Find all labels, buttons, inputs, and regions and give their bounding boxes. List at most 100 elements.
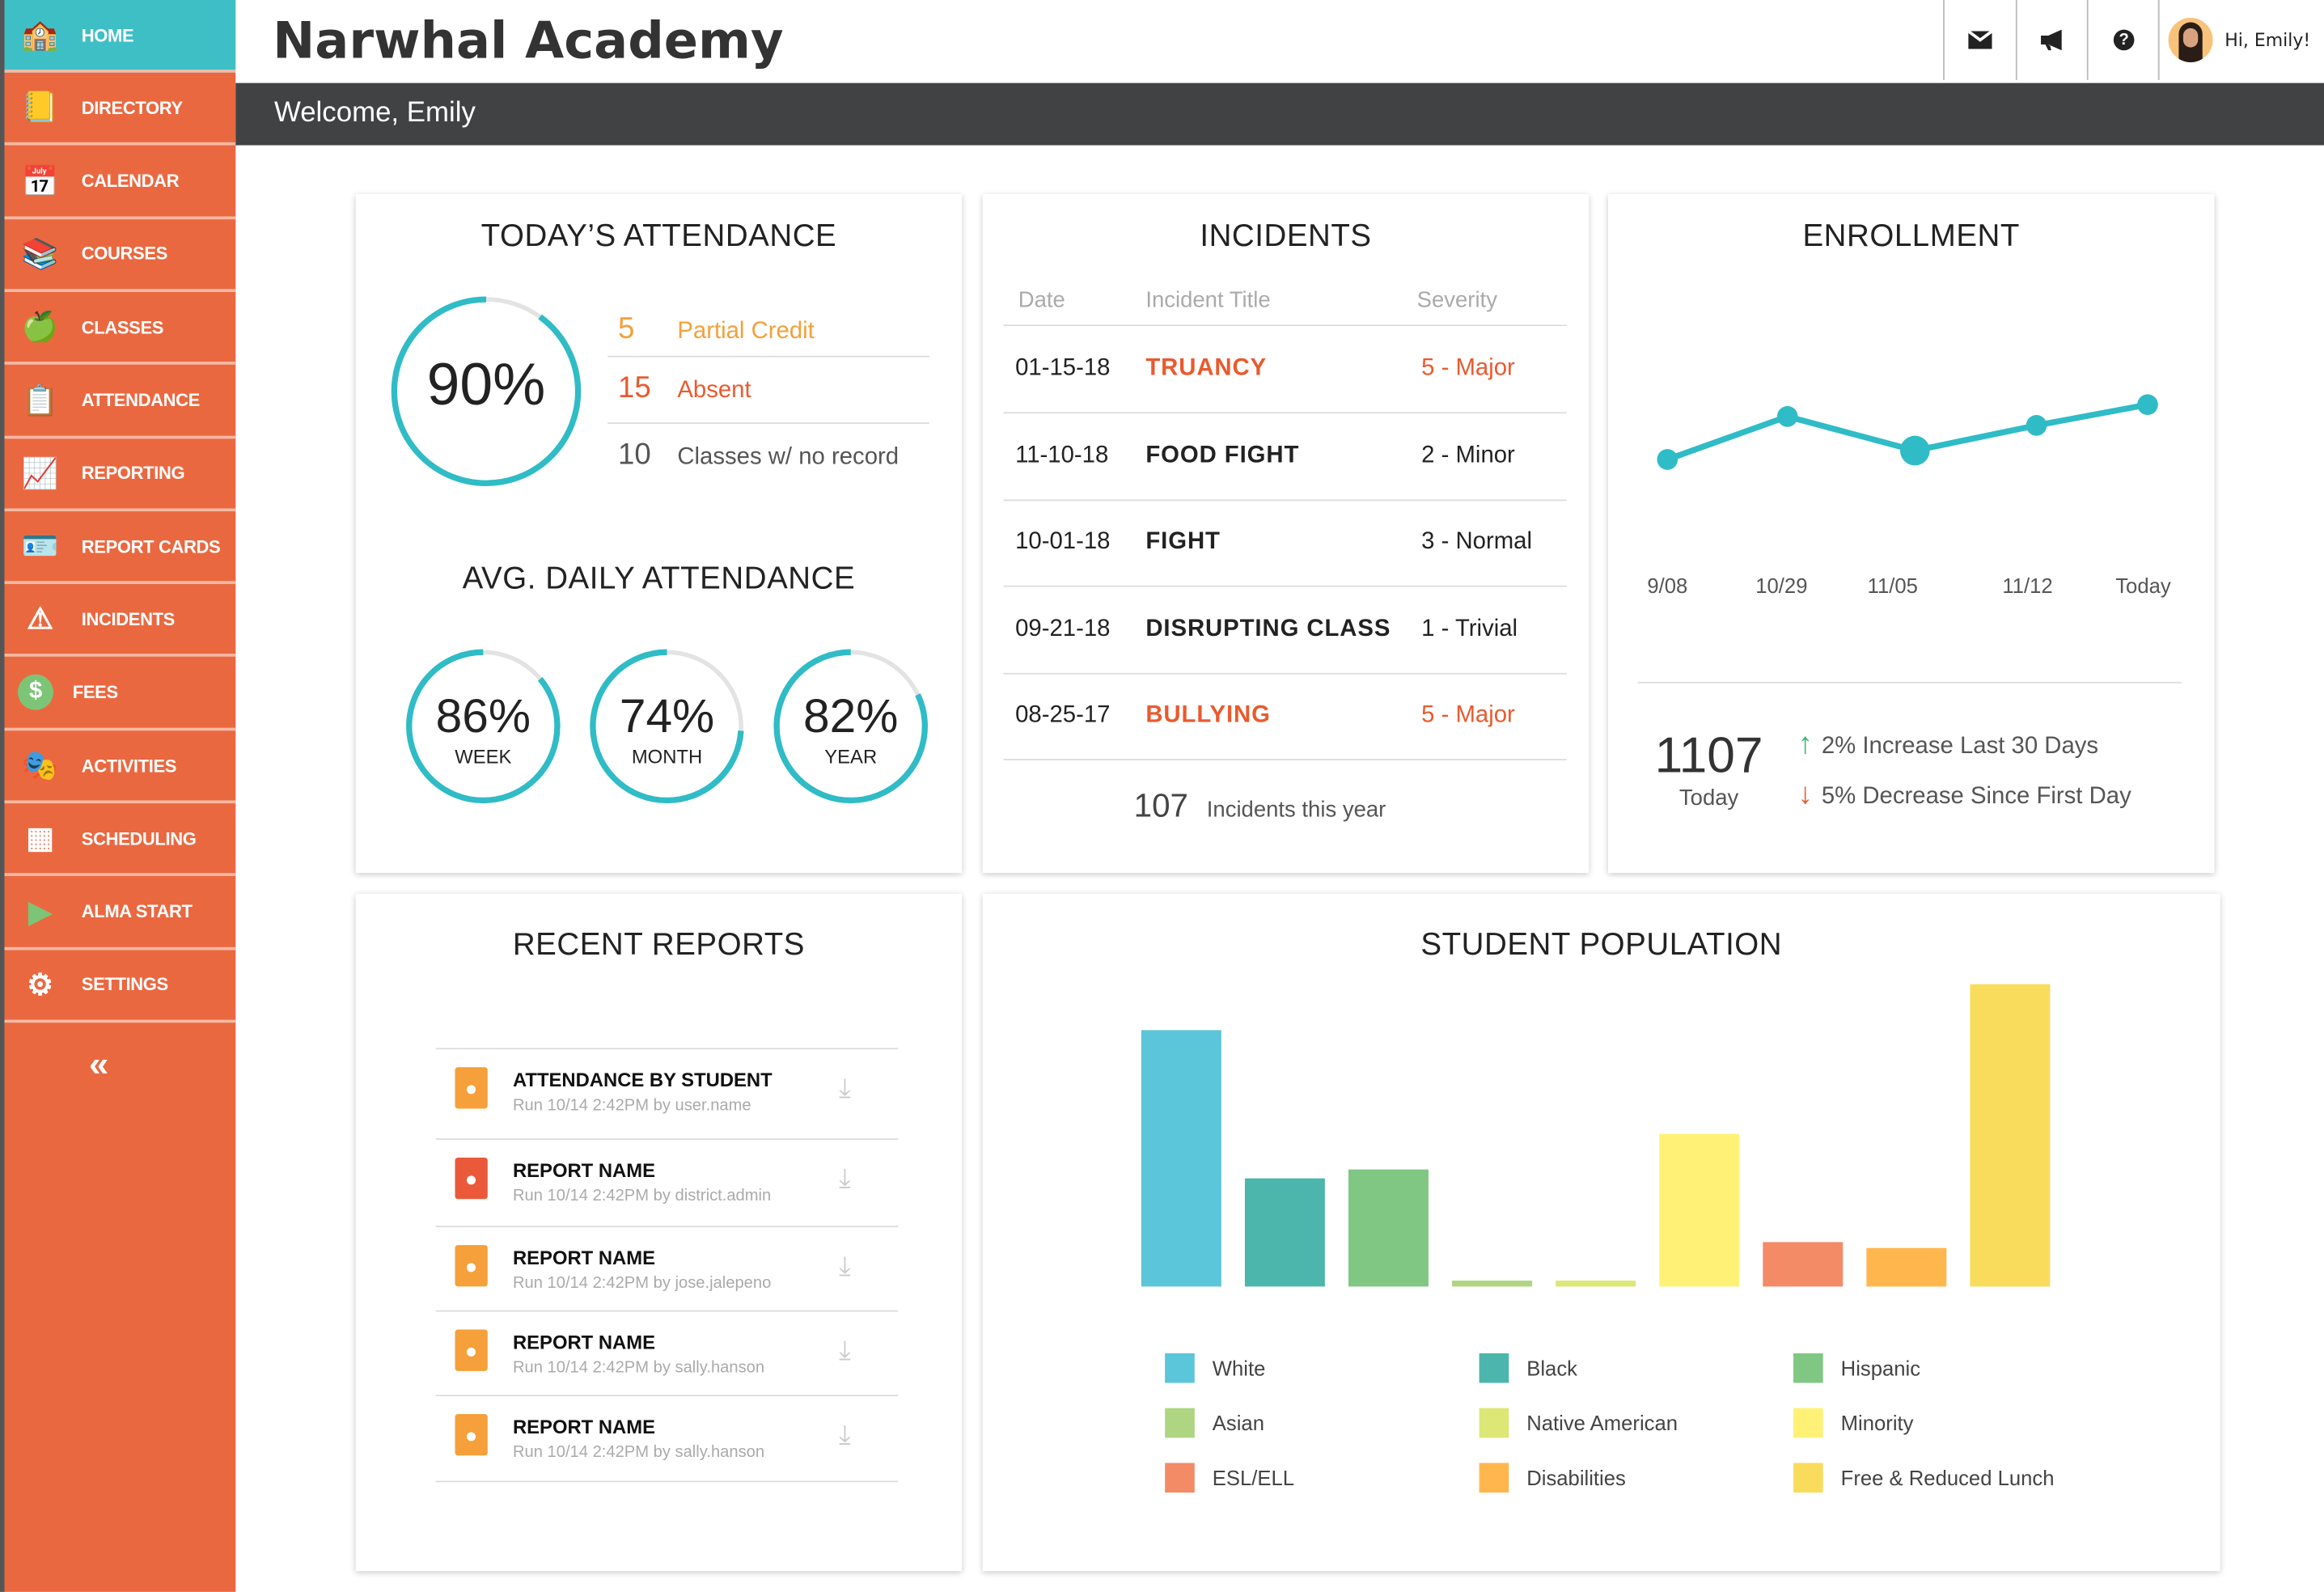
user-menu[interactable]: Hi, Emily!: [2157, 0, 2324, 80]
dollar-icon: $: [17, 675, 53, 711]
sidebar-item-classes[interactable]: 🍏 CLASSES: [4, 292, 236, 366]
sidebar-item-activities[interactable]: 🎭 ACTIVITIES: [4, 730, 236, 804]
legend-item: White: [1165, 1353, 1265, 1383]
incident-title[interactable]: BULLYING: [1145, 702, 1271, 728]
avg-attendance-title: AVG. DAILY ATTENDANCE: [462, 561, 856, 596]
report-item[interactable]: ● REPORT NAME Run 10/14 2:42PM by jose.jal…: [435, 1226, 899, 1313]
incident-title[interactable]: DISRUPTING CLASS: [1145, 616, 1391, 641]
checklist-icon: 📋: [21, 384, 59, 417]
legend-swatch: [1793, 1463, 1823, 1493]
sidebar-item-calendar[interactable]: 📅 CALENDAR: [4, 146, 236, 219]
bar-black[interactable]: [1244, 1178, 1325, 1287]
attendance-stat: 10 Classes w/ no record: [618, 438, 929, 472]
enrollment-line-chart: [1657, 394, 2158, 470]
collapse-sidebar-button[interactable]: «: [88, 1044, 109, 1086]
download-icon[interactable]: ⤓: [839, 1073, 851, 1103]
help-button[interactable]: ?: [2086, 0, 2160, 80]
sidebar-item-label: FEES: [72, 682, 118, 703]
report-meta: Run 10/14 2:42PM by jose.jalepeno: [512, 1274, 772, 1293]
help-icon: ?: [2113, 29, 2135, 51]
stat-count: 5: [618, 312, 635, 345]
app-title: Narwhal Academy: [273, 11, 784, 71]
sidebar-item-alma-start[interactable]: ▶ ALMA START: [4, 877, 236, 950]
bar-free-reduced-lunch[interactable]: [1970, 984, 2051, 1287]
sidebar-item-fees[interactable]: $ FEES: [4, 658, 236, 730]
student-file-icon: ●: [455, 1413, 488, 1456]
incident-severity: 1 - Trivial: [1421, 616, 1518, 641]
report-item[interactable]: ● REPORT NAME Run 10/14 2:42PM by sally.ha…: [435, 1310, 899, 1398]
sidebar-item-settings[interactable]: ⚙ SETTINGS: [4, 950, 236, 1023]
card-title: INCIDENTS: [1200, 219, 1372, 254]
sidebar-item-home[interactable]: 🏫 HOME: [4, 0, 236, 73]
bar-disabilities[interactable]: [1866, 1247, 1947, 1287]
download-icon[interactable]: ⤓: [839, 1420, 851, 1450]
sidebar-item-incidents[interactable]: ⚠ INCIDENTS: [4, 585, 236, 658]
incident-row[interactable]: 01-15-18 TRUANCY 5 - Major: [1003, 326, 1567, 414]
legend-swatch: [1479, 1353, 1509, 1383]
download-icon[interactable]: ⤓: [839, 1163, 851, 1193]
bar-white[interactable]: [1141, 1030, 1221, 1287]
megaphone-icon: [2041, 29, 2062, 51]
incident-row[interactable]: 09-21-18 DISRUPTING CLASS 1 - Trivial: [1003, 586, 1567, 674]
incident-row[interactable]: 10-01-18 FIGHT 3 - Normal: [1003, 499, 1567, 587]
enrollment-point[interactable]: [1899, 435, 1930, 466]
incident-title[interactable]: TRUANCY: [1145, 355, 1268, 381]
incident-title[interactable]: FOOD FIGHT: [1145, 442, 1300, 468]
enrollment-point[interactable]: [1657, 449, 1678, 470]
bar-minority[interactable]: [1659, 1133, 1740, 1287]
change-text: 5% Decrease Since First Day: [1821, 784, 2131, 810]
avg-value: 82%: [803, 689, 899, 743]
bar-esl-ell[interactable]: [1763, 1242, 1844, 1287]
enrollment-point[interactable]: [1776, 406, 1798, 427]
stat-label: Partial Credit: [677, 318, 815, 345]
sidebar-item-label: REPORT CARDS: [81, 536, 221, 557]
sidebar-item-attendance[interactable]: 📋 ATTENDANCE: [4, 366, 236, 438]
incident-date: 01-15-18: [1015, 355, 1111, 381]
bar-native-american[interactable]: [1556, 1281, 1636, 1287]
legend-item: Hispanic: [1793, 1353, 1920, 1383]
user-greeting: Hi, Emily!: [2225, 29, 2311, 51]
sidebar-item-label: ACTIVITIES: [81, 755, 177, 777]
legend-swatch: [1165, 1463, 1195, 1493]
enrollment-point[interactable]: [2026, 415, 2047, 436]
bar-asian[interactable]: [1452, 1281, 1533, 1287]
sidebar-item-report-cards[interactable]: 🪪 REPORT CARDS: [4, 511, 236, 585]
avatar: [2168, 17, 2213, 62]
report-meta: Run 10/14 2:42PM by user.name: [512, 1096, 751, 1115]
report-name[interactable]: REPORT NAME: [512, 1415, 655, 1438]
play-icon: ▶: [28, 896, 52, 929]
card-title: ENROLLMENT: [1802, 219, 2020, 254]
report-name[interactable]: REPORT NAME: [512, 1246, 655, 1269]
sidebar-item-courses[interactable]: 📚 COURSES: [4, 219, 236, 292]
download-icon[interactable]: ⤓: [839, 1251, 851, 1281]
calendar-icon: 📅: [21, 165, 59, 198]
sidebar-item-directory[interactable]: 📒 DIRECTORY: [4, 73, 236, 146]
enrollment-point[interactable]: [2137, 394, 2158, 416]
student-population-card: STUDENT POPULATION White Black Hispanic Asi…: [982, 893, 2220, 1572]
announcements-button[interactable]: [2015, 0, 2089, 80]
sidebar-item-reporting[interactable]: 📈 REPORTING: [4, 438, 236, 511]
incident-row[interactable]: 11-10-18 FOOD FIGHT 2 - Minor: [1003, 413, 1567, 501]
incident-title[interactable]: FIGHT: [1145, 529, 1221, 555]
legend-label: ESL/ELL: [1212, 1466, 1295, 1490]
download-icon[interactable]: ⤓: [839, 1335, 851, 1365]
gear-house-icon: ⚙: [27, 969, 53, 1002]
stat-label: Classes w/ no record: [677, 444, 900, 470]
chart-title: STUDENT POPULATION: [1420, 928, 1783, 963]
incident-row[interactable]: 08-25-17 BULLYING 5 - Major: [1003, 673, 1567, 760]
legend-swatch: [1479, 1463, 1509, 1493]
x-tick-label: 11/12: [2002, 574, 2053, 598]
report-name[interactable]: REPORT NAME: [512, 1331, 655, 1353]
report-name[interactable]: REPORT NAME: [512, 1158, 655, 1182]
enrollment-count-label: Today: [1678, 785, 1739, 811]
report-item[interactable]: ● REPORT NAME Run 10/14 2:42PM by sally.ha…: [435, 1395, 899, 1482]
sidebar-item-scheduling[interactable]: ▦ SCHEDULING: [4, 804, 236, 877]
incident-date: 09-21-18: [1015, 616, 1111, 641]
report-item[interactable]: ● ATTENDANCE BY STUDENT Run 10/14 2:42PM b…: [435, 1048, 899, 1135]
legend-label: Minority: [1840, 1411, 1914, 1435]
report-item[interactable]: ● REPORT NAME Run 10/14 2:42PM by district…: [435, 1138, 899, 1226]
report-name[interactable]: ATTENDANCE BY STUDENT: [512, 1069, 773, 1091]
mail-button[interactable]: [1943, 0, 2016, 80]
bar-hispanic[interactable]: [1348, 1169, 1429, 1287]
stat-label: Absent: [677, 378, 751, 404]
